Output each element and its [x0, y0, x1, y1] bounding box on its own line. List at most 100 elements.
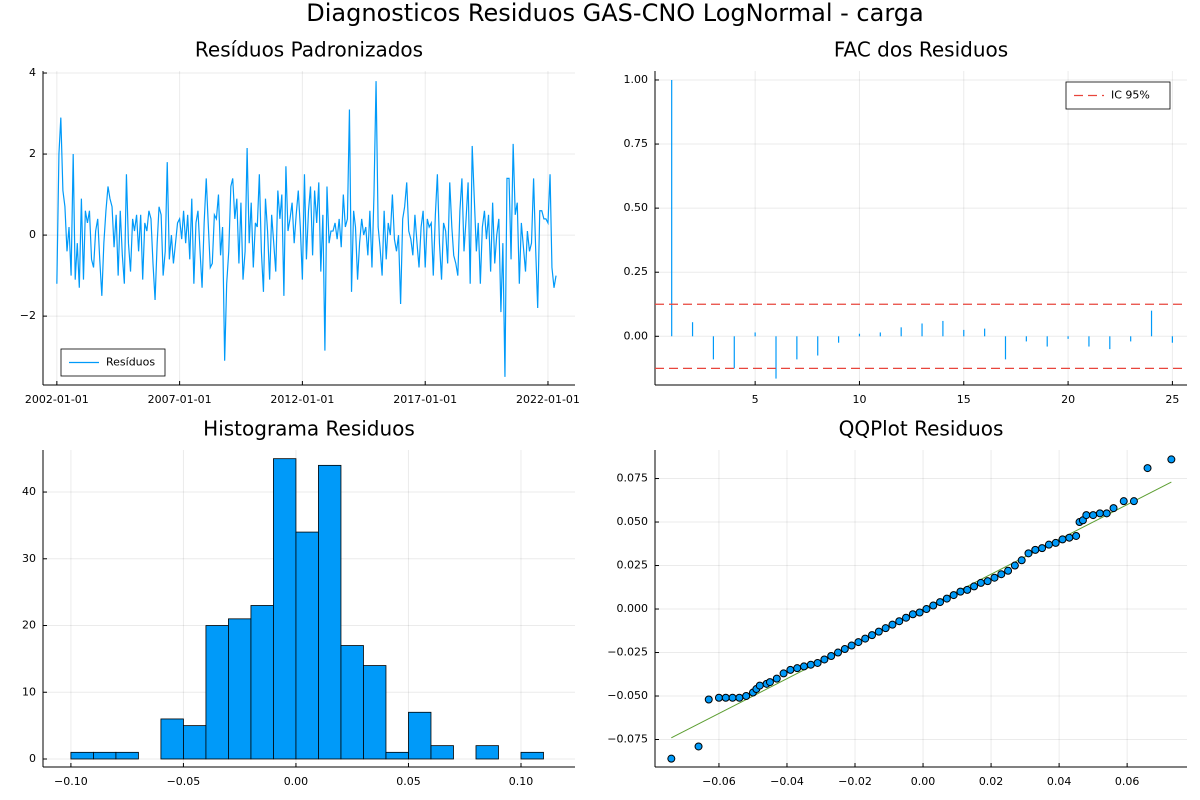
histogram-bar	[295, 531, 319, 760]
qq-point	[1102, 509, 1111, 518]
x-tick-label: 25	[1165, 393, 1179, 406]
histogram-bar	[93, 751, 117, 760]
x-tick-label: −0.06	[702, 775, 736, 788]
y-tick-label: −0.050	[607, 689, 648, 702]
x-tick-label: 2002-01-01	[25, 393, 89, 406]
x-tick-label: 10	[852, 393, 866, 406]
qq-point	[922, 605, 931, 614]
qq-point	[667, 754, 676, 763]
qq-point	[1129, 497, 1138, 506]
histogram-bar	[430, 745, 454, 760]
x-tick-label: 0.00	[911, 775, 936, 788]
qq-point	[714, 693, 723, 702]
qq-point	[1065, 533, 1074, 542]
qq-point	[806, 660, 815, 669]
qq-point	[755, 681, 764, 690]
y-tick-label: 0.075	[617, 472, 649, 485]
qq-point	[936, 598, 945, 607]
qq-point	[1044, 540, 1053, 549]
histogram-bar	[385, 751, 409, 760]
x-tick-label: 2022-01-01	[516, 393, 580, 406]
qq-point	[881, 624, 890, 633]
y-tick-label: −0.075	[607, 733, 648, 746]
qq-point	[1051, 538, 1060, 547]
y-tick-label: 30	[22, 552, 36, 565]
histogram-bar	[340, 645, 364, 760]
qq-point	[728, 693, 737, 702]
y-tick-label: −0.025	[607, 646, 648, 659]
qq-point	[1109, 504, 1118, 513]
qq-point	[1072, 531, 1081, 540]
qq-point	[949, 591, 958, 600]
qq-point	[779, 669, 788, 678]
figure-title: Diagnosticos Residuos GAS-CNO LogNormal …	[306, 0, 923, 27]
y-tick-label: 0	[29, 228, 36, 241]
legend-box	[1065, 81, 1171, 110]
histogram-bar	[273, 458, 297, 760]
x-tick-label: 0.04	[1047, 775, 1072, 788]
qq-point	[1119, 497, 1128, 506]
qq-point	[902, 613, 911, 622]
legend-label: Resíduos	[106, 356, 155, 369]
y-tick-label: 4	[29, 66, 36, 79]
histogram-bar	[408, 711, 432, 760]
y-tick-label: 0.000	[617, 602, 649, 615]
x-tick-label: 2017-01-01	[393, 393, 457, 406]
x-tick-label: 2007-01-01	[148, 393, 212, 406]
qq-point	[1089, 511, 1098, 520]
qq-point	[834, 648, 843, 657]
x-tick-label: 0.05	[396, 775, 421, 788]
qq-point	[820, 655, 829, 664]
y-tick-label: 40	[22, 485, 36, 498]
y-tick-label: 20	[22, 619, 36, 632]
qq-point	[908, 610, 917, 619]
qq-point	[813, 658, 822, 667]
qq-point	[868, 631, 877, 640]
y-tick-label: 0.50	[624, 201, 649, 214]
histogram-bar	[183, 725, 207, 760]
qq-point	[942, 594, 951, 603]
qq-point	[929, 601, 938, 610]
y-tick-label: 0.025	[617, 559, 649, 572]
x-tick-label: 5	[752, 393, 759, 406]
qq-point	[827, 651, 836, 660]
qq-point	[847, 641, 856, 650]
x-tick-label: 0.06	[1115, 775, 1140, 788]
histogram-bar	[520, 751, 544, 760]
x-tick-label: 0.02	[979, 775, 1004, 788]
qq-point	[888, 620, 897, 629]
qq-point	[1024, 549, 1033, 558]
qq-point	[963, 585, 972, 594]
x-tick-label: −0.04	[770, 775, 804, 788]
x-tick-label: 0.10	[509, 775, 534, 788]
qq-point	[840, 645, 849, 654]
qq-point	[990, 573, 999, 582]
qq-point	[1017, 556, 1026, 565]
qq-point	[997, 570, 1006, 579]
qq-point	[895, 617, 904, 626]
qq-point	[874, 627, 883, 636]
y-tick-label: −2	[20, 309, 36, 322]
y-tick-label: 0.25	[624, 265, 649, 278]
legend-label: IC 95%	[1111, 89, 1150, 102]
histogram-bar	[318, 464, 342, 760]
qq-point	[970, 582, 979, 591]
qq-point	[956, 587, 965, 596]
histogram-bar	[70, 751, 94, 760]
histogram-bar	[205, 625, 229, 760]
histogram-bar	[228, 618, 252, 760]
y-tick-label: 1.00	[624, 73, 649, 86]
qq-point	[694, 742, 703, 751]
y-tick-label: 2	[29, 147, 36, 160]
y-tick-label: 0.00	[624, 329, 649, 342]
histogram-bar	[363, 665, 387, 760]
qq-point	[772, 674, 781, 683]
qq-point	[861, 634, 870, 643]
x-tick-label: −0.10	[54, 775, 88, 788]
panel-title: Resíduos Padronizados	[195, 38, 423, 62]
qq-point	[1082, 511, 1091, 520]
qq-point	[1038, 544, 1047, 553]
panel-title: FAC dos Residuos	[834, 38, 1008, 62]
y-tick-label: 0.050	[617, 515, 649, 528]
